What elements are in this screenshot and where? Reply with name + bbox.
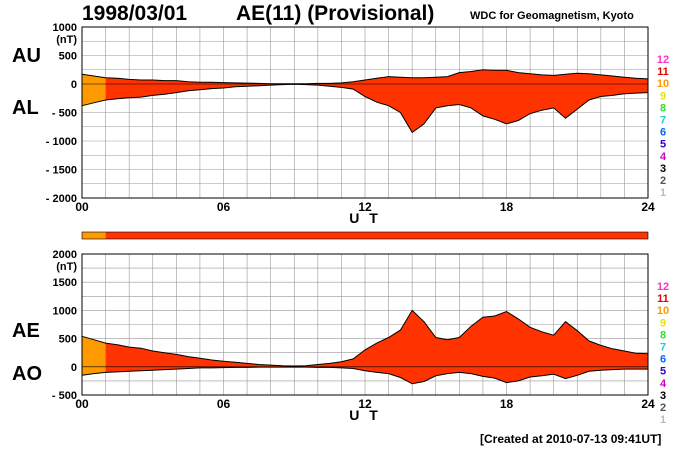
legend-count-label: 11 [657,293,669,305]
legend-count-label: 5 [660,366,666,378]
plot-frame [81,253,649,396]
index-title: AE(11) (Provisional) [236,2,435,25]
data-area-main [105,310,649,384]
station-bar-frame [81,231,649,240]
legend-count-label: 3 [660,390,666,402]
x-tick-label: 00 [75,397,89,411]
y-tick-label: 0 [71,79,77,91]
station-bar-partial [82,232,106,239]
legend-count-label: 9 [660,90,666,102]
y-tick-label: 0 [71,362,77,374]
x-axis-label: U T [349,407,381,423]
y-tick-label: 1000 [53,305,77,317]
y-tick-label: 1000 [53,22,77,34]
legend-count-label: 1 [660,414,666,426]
legend-count-label: 2 [660,175,666,187]
legend-count-label: 10 [657,78,669,90]
y-tick-label: - 500 [52,108,77,120]
series-lower-line [81,366,648,385]
legend-count-label: 2 [660,402,666,414]
y-tick-label: - 500 [52,390,77,402]
legend-count-label: 4 [660,151,667,163]
y-tick-label: - 1000 [46,136,77,148]
series-upper-line [81,309,649,367]
x-tick-label: 18 [500,397,514,411]
data-area-partial [82,336,106,376]
y-tick-label: 500 [59,51,77,63]
y-units-label: (nT) [56,261,77,273]
x-tick-label: 00 [75,200,89,214]
legend-count-label: 6 [660,354,666,366]
x-axis-label: U T [349,210,381,226]
x-tick-label: 06 [217,397,231,411]
y-tick-label: 2000 [53,249,77,261]
data-area-main [105,69,649,133]
y-tick-label: 500 [59,334,77,346]
series-upper-line [81,69,649,85]
legend-count-label: 7 [660,342,666,354]
date-title: 1998/03/01 [82,2,188,25]
series-label-lower: AL [12,97,39,119]
x-tick-label: 24 [641,397,655,411]
legend-count-label: 8 [660,329,666,341]
legend-count-label: 3 [660,163,666,175]
legend-count-label: 9 [660,317,666,329]
series-label-upper: AE [12,320,40,342]
legend-count-label: 5 [660,139,666,151]
legend-count-label: 6 [660,127,666,139]
legend-count-label: 12 [657,281,669,293]
x-tick-label: 24 [641,200,655,214]
x-tick-label: 12 [358,397,372,411]
station-bar-main [105,232,649,239]
x-tick-label: 18 [500,200,514,214]
legend-count-label: 4 [660,378,667,390]
legend-count-label: 11 [657,66,669,78]
legend-count-label: 1 [660,187,666,199]
y-tick-label: - 1500 [46,165,77,177]
y-tick-label: 1500 [53,277,77,289]
created-timestamp: [Created at 2010-07-13 09:41UT] [480,432,662,446]
legend-count-label: 7 [660,115,666,127]
series-label-lower: AO [12,363,42,385]
plot-frame [81,26,649,199]
x-tick-label: 12 [358,200,372,214]
y-units-label: (nT) [56,34,77,46]
y-tick-label: - 2000 [46,193,77,205]
legend-count-label: 12 [657,54,669,66]
legend-count-label: 10 [657,305,669,317]
x-tick-label: 06 [217,200,231,214]
series-lower-line [81,83,649,134]
series-label-upper: AU [12,45,41,67]
legend-count-label: 8 [660,102,666,114]
data-area-partial [82,74,106,106]
organization-label: WDC for Geomagnetism, Kyoto [470,10,634,22]
